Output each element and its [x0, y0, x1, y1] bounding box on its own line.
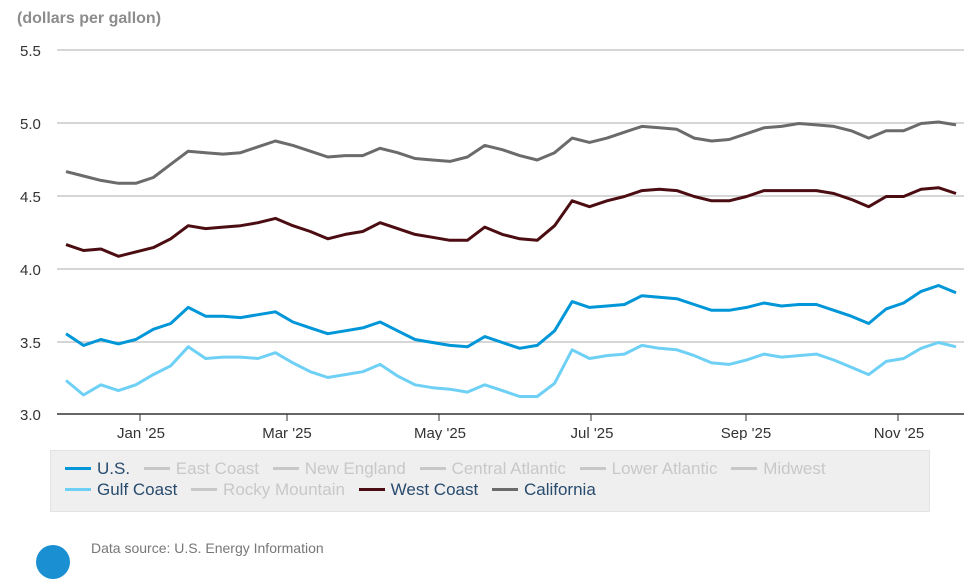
x-axis: Jan '25 Mar '25 May '25 Jul '25 Sep '25 … [57, 413, 964, 440]
legend-label: Gulf Coast [97, 480, 178, 499]
series-line-gulf-coast[interactable] [65, 341, 957, 398]
eia-logo-icon [36, 545, 70, 579]
y-tick-label: 3.5 [20, 335, 41, 352]
legend-item-lower-atlantic[interactable]: Lower Atlantic [579, 458, 718, 479]
series-lines [65, 120, 957, 398]
legend-row-1: U.S. East Coast New England Central Atla… [65, 458, 929, 479]
legend-label: Midwest [763, 459, 826, 478]
legend-item-gulf-coast[interactable]: Gulf Coast [65, 479, 177, 500]
legend-label: West Coast [390, 480, 479, 499]
legend-label: Rocky Mountain [223, 480, 345, 499]
legend-row-2: Gulf Coast Rocky Mountain West Coast Cal… [65, 479, 929, 500]
legend-label: New England [304, 459, 406, 478]
legend-line-icon [65, 488, 91, 492]
legend-line-icon [579, 467, 606, 471]
y-tick-label: 4.0 [20, 262, 41, 279]
x-tick-label: Jul '25 [571, 425, 614, 440]
y-tick-label: 3.0 [20, 407, 41, 424]
x-tick-label: Mar '25 [262, 425, 312, 440]
legend-line-icon [491, 488, 518, 492]
series-line-california[interactable] [65, 120, 957, 185]
x-tick-label: May '25 [414, 425, 466, 440]
y-tick-label: 5.0 [20, 116, 41, 133]
y-tick-label: 5.5 [20, 43, 41, 60]
legend-label: East Coast [175, 459, 259, 478]
x-tick-label: Sep '25 [721, 425, 771, 440]
legend-item-us[interactable]: U.S. [65, 458, 130, 479]
line-chart: 5.5 5.0 4.5 4.0 3.5 3.0 Jan '25 Mar '25 … [20, 43, 964, 440]
legend-label: U.S. [97, 459, 131, 478]
legend-line-icon [358, 488, 385, 492]
y-axis-units-label: (dollars per gallon) [17, 10, 162, 27]
legend-line-icon [272, 467, 299, 471]
legend-item-rocky-mountain[interactable]: Rocky Mountain [191, 479, 345, 500]
legend-item-midwest[interactable]: Midwest [731, 458, 826, 479]
legend-line-icon [143, 467, 170, 471]
legend-item-new-england[interactable]: New England [272, 458, 406, 479]
x-tick-label: Jan '25 [117, 425, 165, 440]
series-line-u-s[interactable] [65, 284, 957, 350]
legend-item-central-atlantic[interactable]: Central Atlantic [419, 458, 566, 479]
legend-label: Lower Atlantic [611, 459, 718, 478]
data-source-text: Data source: U.S. Energy Information [91, 540, 324, 556]
legend-line-icon [65, 467, 91, 471]
legend-label: California [523, 480, 596, 499]
gridlines [57, 49, 964, 343]
y-axis-ticks: 5.5 5.0 4.5 4.0 3.5 3.0 [20, 43, 41, 424]
chart-legend: U.S. East Coast New England Central Atla… [50, 450, 930, 512]
y-tick-label: 4.5 [20, 189, 41, 206]
legend-item-east-coast[interactable]: East Coast [143, 458, 259, 479]
x-tick-label: Nov '25 [874, 425, 924, 440]
legend-label: Central Atlantic [451, 459, 566, 478]
legend-item-west-coast[interactable]: West Coast [358, 479, 479, 500]
legend-line-icon [731, 467, 758, 471]
legend-line-icon [191, 488, 218, 492]
series-line-west-coast[interactable] [65, 186, 957, 258]
legend-item-california[interactable]: California [491, 479, 596, 500]
legend-line-icon [419, 467, 446, 471]
